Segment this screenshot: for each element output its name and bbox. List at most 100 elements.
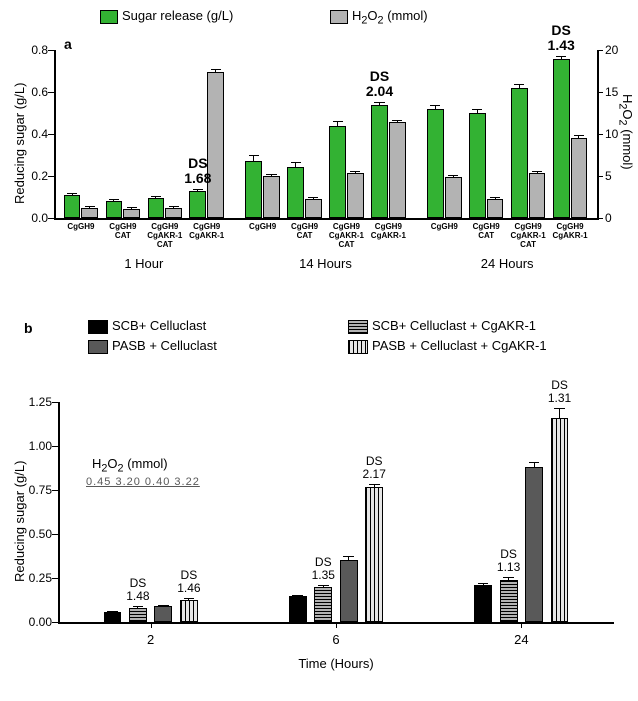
ds-b: DS <box>542 378 578 392</box>
legend-label-b-3: PASB + Celluclast + CgAKR-1 <box>372 338 547 353</box>
ds-b-val: 1.48 <box>120 589 156 603</box>
ytick-a-right: 5 <box>605 169 612 183</box>
ds-a: DS <box>359 68 399 84</box>
bar-b <box>365 487 383 622</box>
bar-a-h2o2 <box>81 208 98 218</box>
ds-b-val: 2.17 <box>356 467 392 481</box>
ylabel-b: Reducing sugar (g/L) <box>12 461 27 582</box>
xtick-a-cond: CAT <box>102 231 144 240</box>
ytick-a-right: 0 <box>605 211 612 225</box>
legend-swatch-a-0 <box>100 10 118 24</box>
xtick-a-cond: CgGH9 <box>144 222 186 231</box>
bar-a-h2o2 <box>263 176 280 218</box>
bar-b <box>154 606 172 622</box>
ds-a: DS <box>178 155 218 171</box>
bar-a-sugar <box>371 105 388 218</box>
bar-a-h2o2 <box>305 199 322 218</box>
xtick-a-cond: CgGH9 <box>507 222 549 231</box>
xtick-a-cond: CgGH9 <box>549 222 591 231</box>
bar-a-sugar <box>106 201 123 218</box>
legend-swatch-b-3 <box>348 340 368 354</box>
bar-b <box>129 608 147 622</box>
xtick-a-cond: CgAKR-1 <box>326 231 368 240</box>
ds-b: DS <box>120 576 156 590</box>
xtick-a-cond: CgGH9 <box>423 222 465 231</box>
xgroup-a: 24 Hours <box>423 256 591 271</box>
ds-b-val: 1.46 <box>171 581 207 595</box>
xtick-a-cond: CgGH9 <box>465 222 507 231</box>
bar-b <box>340 560 358 622</box>
bar-b <box>314 587 332 622</box>
h2o2-note-vals: 0.45 3.20 0.40 3.22 <box>86 476 200 488</box>
xtick-a-cond: CgGH9 <box>326 222 368 231</box>
ytick-a-left: 0.8 <box>18 43 48 57</box>
bar-a-h2o2 <box>347 173 364 218</box>
bar-a-h2o2 <box>123 209 140 218</box>
bar-b <box>551 418 569 622</box>
legend-swatch-b-2 <box>88 340 108 354</box>
bar-a-sugar <box>189 191 206 218</box>
xtick-b: 24 <box>501 632 541 647</box>
ytick-b: 1.00 <box>16 439 52 453</box>
ytick-a-right: 20 <box>605 43 618 57</box>
ds-b-val: 1.35 <box>305 568 341 582</box>
ytick-b: 1.25 <box>16 395 52 409</box>
legend-swatch-b-1 <box>348 320 368 334</box>
xlabel-b: Time (Hours) <box>58 656 614 671</box>
axis-a-bottom <box>54 218 599 220</box>
xtick-a-cond: CgAKR-1 <box>549 231 591 240</box>
xtick-b: 6 <box>316 632 356 647</box>
bar-a-sugar <box>469 113 486 218</box>
xtick-a-cond: CAT <box>465 231 507 240</box>
bar-a-h2o2 <box>445 177 462 218</box>
xtick-a-cond: CgAKR-1 <box>144 231 186 240</box>
xgroup-a: 1 Hour <box>60 256 228 271</box>
bar-a-sugar <box>148 198 165 218</box>
bar-a-sugar <box>427 109 444 218</box>
ds-a-val: 2.04 <box>359 83 399 99</box>
ds-b: DS <box>491 547 527 561</box>
xtick-a-cond: CgGH9 <box>102 222 144 231</box>
xtick-a-cond: CgGH9 <box>367 222 409 231</box>
ds-b: DS <box>356 454 392 468</box>
bar-a-h2o2 <box>165 208 182 218</box>
bar-a-h2o2 <box>389 122 406 218</box>
xtick-a-cond: CAT <box>507 240 549 249</box>
ds-b: DS <box>171 568 207 582</box>
bar-a-sugar <box>287 167 304 218</box>
ytick-b: 0.00 <box>16 615 52 629</box>
ylabel-a-right: H2O2 (mmol) <box>616 94 635 170</box>
ds-b-val: 1.13 <box>491 560 527 574</box>
ytick-a-left: 0.0 <box>18 211 48 225</box>
legend-label-b-2: PASB + Celluclast <box>112 338 217 353</box>
xgroup-a: 14 Hours <box>242 256 410 271</box>
ylabel-a-left: Reducing sugar (g/L) <box>12 83 27 204</box>
legend-label-b-1: SCB+ Celluclast + CgAKR-1 <box>372 318 536 333</box>
bar-a-h2o2 <box>207 72 224 218</box>
xtick-a-cond: CgGH9 <box>242 222 284 231</box>
bar-b <box>289 596 307 622</box>
bar-a-sugar <box>245 161 262 218</box>
legend-swatch-a-1 <box>330 10 348 24</box>
ds-b: DS <box>305 555 341 569</box>
xtick-a-cond: CgAKR-1 <box>367 231 409 240</box>
bar-a-sugar <box>511 88 528 218</box>
xtick-a-cond: CAT <box>326 240 368 249</box>
axis-a-left <box>54 50 56 218</box>
legend-label-b-0: SCB+ Celluclast <box>112 318 206 333</box>
legend-label-a-0: Sugar release (g/L) <box>122 8 233 23</box>
legend-swatch-b-0 <box>88 320 108 334</box>
bar-b <box>500 580 518 622</box>
bar-a-sugar <box>64 195 81 218</box>
xtick-a-cond: CgGH9 <box>186 222 228 231</box>
xtick-a-cond: CgGH9 <box>284 222 326 231</box>
xtick-b: 2 <box>131 632 171 647</box>
h2o2-note-title: H2O2 (mmol) <box>92 456 168 475</box>
bar-b <box>180 600 198 622</box>
bar-b <box>474 585 492 622</box>
bar-a-h2o2 <box>571 138 588 218</box>
bar-b <box>525 467 543 622</box>
xtick-a-cond: CAT <box>144 240 186 249</box>
ds-a-val: 1.68 <box>178 170 218 186</box>
legend-label-a-1: H2O2 (mmol) <box>352 8 428 27</box>
